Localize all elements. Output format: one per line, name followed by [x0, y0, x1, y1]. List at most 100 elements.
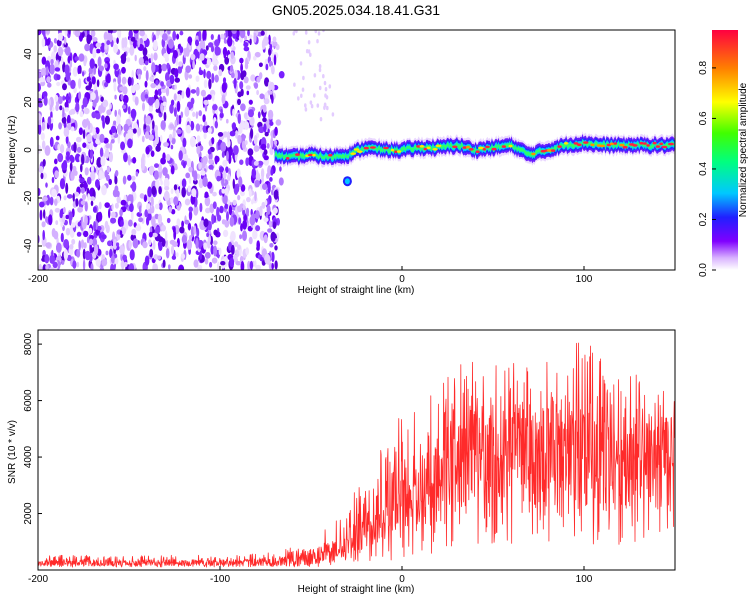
- noise-blob: [270, 168, 274, 176]
- noise-blob: [166, 217, 171, 224]
- noise-blob: [170, 197, 174, 204]
- noise-blob: [81, 31, 85, 38]
- noise-blob: [154, 203, 160, 210]
- noise-blob: [155, 134, 160, 145]
- noise-blob: [95, 48, 101, 54]
- noise-blob: [260, 30, 265, 36]
- noise-blob: [57, 144, 60, 151]
- trace-peak: [356, 150, 363, 153]
- spectrogram-y-label: Frequency (Hz): [7, 116, 18, 185]
- trace-peak: [619, 143, 625, 147]
- noise-blob: [70, 229, 75, 238]
- noise-blob: [316, 39, 319, 44]
- noise-blob: [97, 225, 102, 231]
- noise-blob: [272, 41, 278, 47]
- noise-blob: [255, 225, 261, 232]
- noise-blob: [161, 224, 166, 232]
- noise-blob: [77, 65, 80, 75]
- noise-blob: [270, 136, 274, 148]
- noise-blob: [261, 201, 266, 209]
- noise-blob: [185, 65, 192, 73]
- noise-blob: [165, 248, 170, 259]
- noise-blob: [88, 67, 94, 75]
- noise-blob: [101, 184, 107, 196]
- noise-blob: [190, 89, 197, 94]
- noise-blob: [85, 85, 92, 91]
- noise-blob: [108, 151, 113, 163]
- noise-blob: [183, 47, 187, 59]
- noise-blob: [293, 30, 297, 33]
- noise-blob: [74, 56, 80, 61]
- noise-blob: [70, 79, 76, 89]
- noise-blob: [214, 120, 218, 129]
- noise-blob: [79, 178, 85, 183]
- noise-blob: [82, 142, 87, 148]
- noise-blob: [188, 74, 193, 79]
- noise-blob: [219, 166, 225, 173]
- noise-blob: [196, 145, 201, 155]
- noise-blob: [49, 267, 55, 270]
- noise-blob: [155, 145, 161, 152]
- noise-blob: [75, 102, 80, 113]
- spectrogram-y-ticks: -40 -20 0 20 40: [23, 48, 42, 253]
- noise-blob: [38, 144, 42, 154]
- noise-blob: [149, 248, 154, 258]
- noise-blob: [127, 138, 133, 149]
- noise-blob: [266, 204, 271, 215]
- noise-blob: [178, 61, 183, 67]
- noise-blob: [270, 231, 276, 242]
- noise-blob: [322, 30, 325, 33]
- noise-blob: [241, 134, 246, 140]
- noise-blob: [65, 151, 70, 157]
- noise-blob: [119, 230, 123, 236]
- trace-peak: [432, 148, 438, 151]
- trace-peak: [563, 142, 569, 145]
- noise-blob: [207, 234, 211, 244]
- noise-blob: [39, 209, 43, 221]
- noise-blob: [239, 30, 246, 39]
- noise-blob: [116, 114, 121, 126]
- noise-blob: [211, 213, 215, 225]
- noise-blob: [151, 216, 156, 227]
- noise-blob: [130, 210, 134, 221]
- noise-blob: [110, 263, 115, 270]
- noise-blob: [258, 126, 265, 134]
- noise-blob: [161, 238, 166, 247]
- noise-blob: [109, 141, 113, 151]
- noise-blob: [127, 219, 133, 227]
- noise-blob: [101, 115, 105, 122]
- trace-band: [274, 139, 675, 161]
- noise-blob: [279, 166, 282, 172]
- noise-blob: [76, 249, 81, 258]
- noise-blob: [63, 195, 67, 201]
- noise-blob: [108, 208, 111, 219]
- noise-blob: [147, 208, 153, 214]
- noise-blob: [252, 230, 258, 240]
- noise-blob: [200, 89, 206, 97]
- noise-blob: [267, 228, 273, 233]
- x-tick-label: -100: [210, 274, 230, 285]
- trace-peak: [478, 146, 484, 150]
- noise-blob: [81, 154, 85, 165]
- noise-blob: [132, 128, 137, 134]
- noise-blob: [243, 121, 250, 130]
- noise-blob: [244, 140, 248, 146]
- noise-blob: [256, 240, 261, 250]
- noise-blob: [76, 261, 80, 268]
- noise-blob: [120, 141, 126, 151]
- noise-blob: [271, 65, 275, 75]
- noise-blob: [229, 216, 235, 227]
- x-tick-label: -200: [28, 574, 48, 585]
- trace-peak: [655, 145, 661, 148]
- noise-blob: [128, 30, 133, 39]
- noise-blob: [231, 30, 237, 34]
- noise-blob: [76, 231, 82, 237]
- noise-blob: [128, 263, 135, 270]
- noise-blob: [154, 98, 160, 110]
- noise-blob: [220, 108, 223, 114]
- noise-blob: [84, 201, 88, 212]
- noise-blob: [205, 207, 211, 214]
- noise-blob: [48, 214, 53, 226]
- noise-blob: [73, 141, 77, 153]
- noise-blob: [95, 165, 99, 174]
